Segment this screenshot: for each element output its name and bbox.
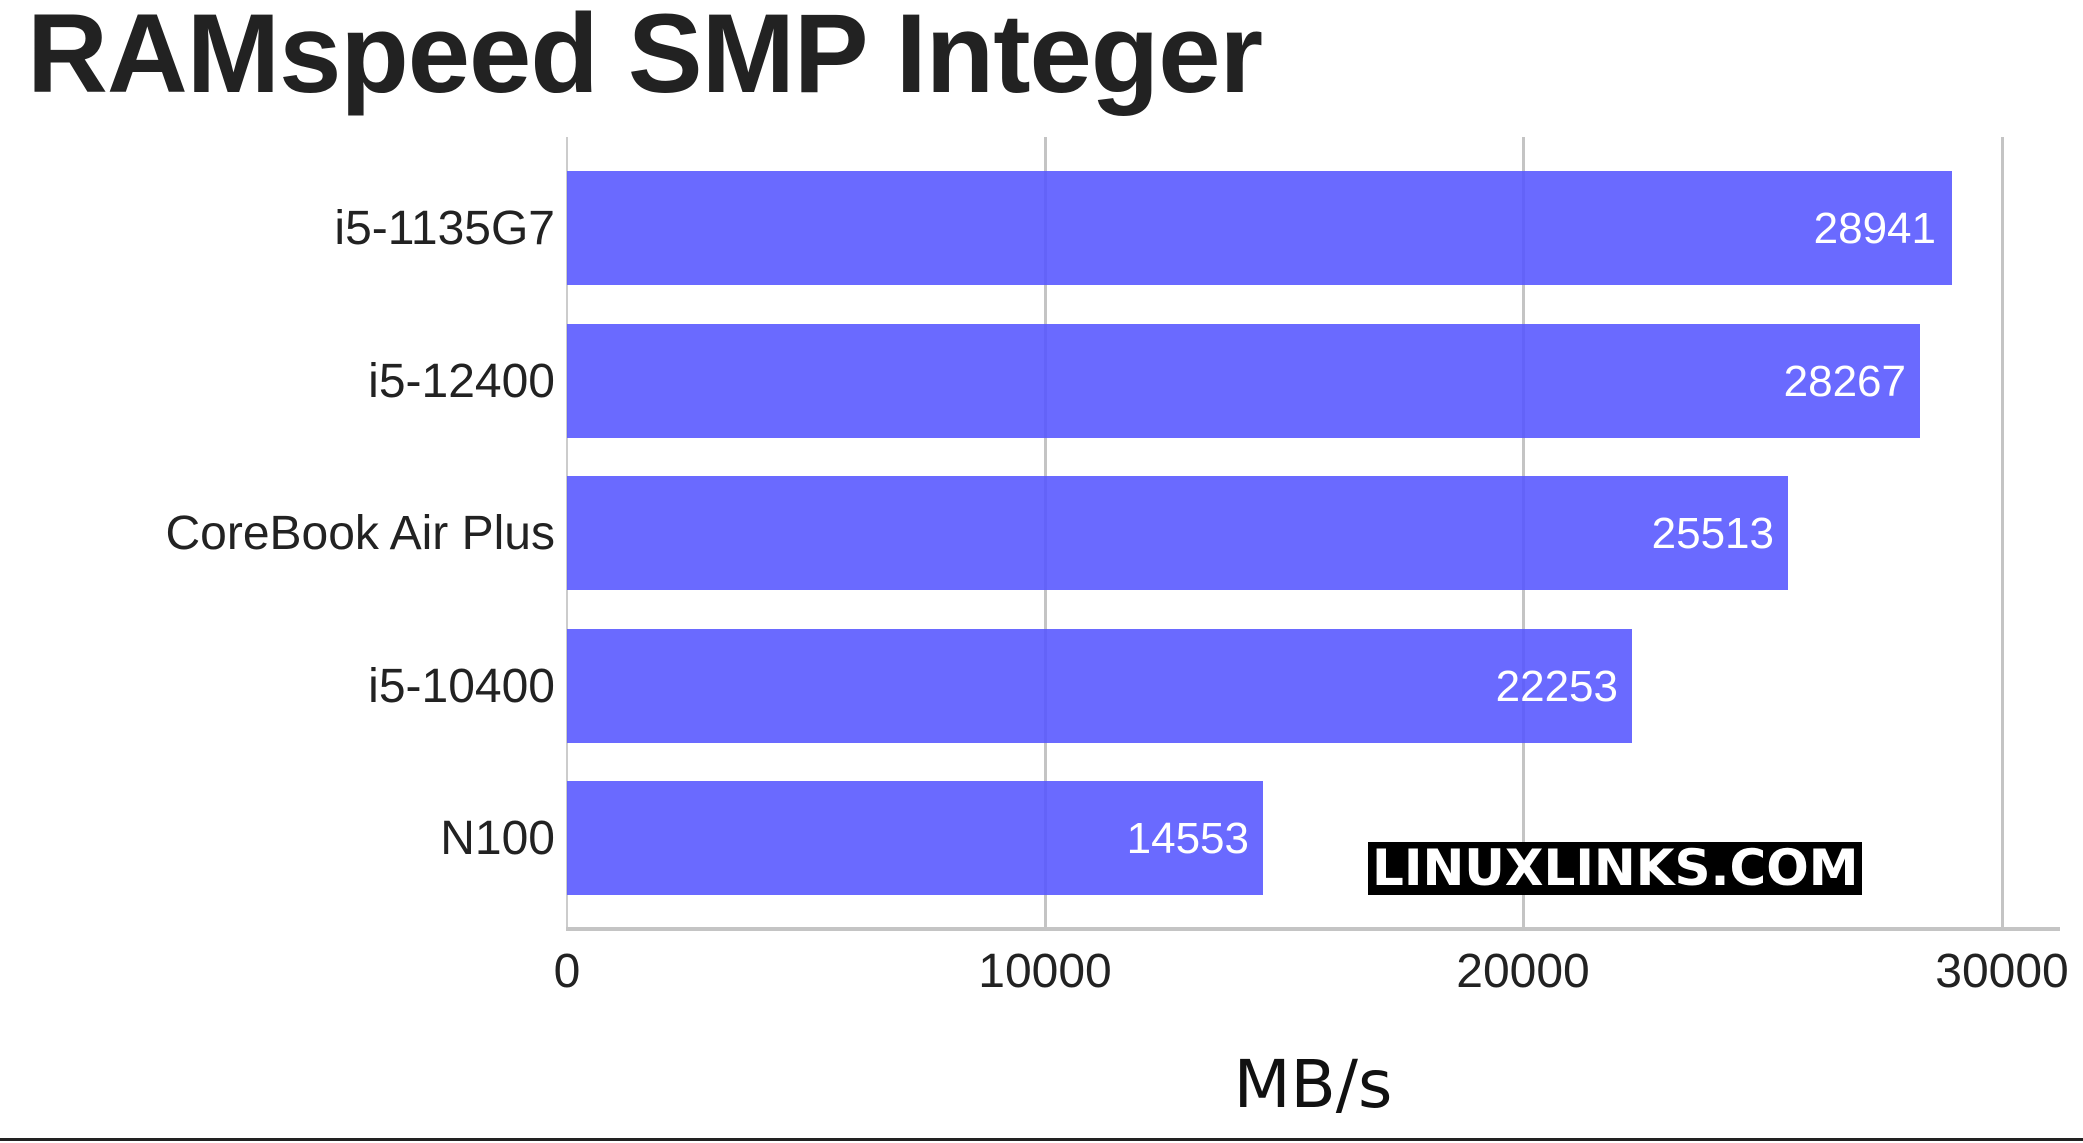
category-label: N100 xyxy=(440,812,555,865)
x-axis-line xyxy=(566,927,2060,931)
x-axis-label: MB/s xyxy=(1233,1046,1393,1123)
gridline-30000 xyxy=(2001,137,2004,931)
bottom-border xyxy=(0,1138,2083,1141)
x-tick-label: 0 xyxy=(553,945,581,998)
linuxlinks-watermark: LINUXLINKS.COM xyxy=(1368,842,1863,895)
bar-value: 28941 xyxy=(1813,204,1936,253)
category-label: CoreBook Air Plus xyxy=(165,507,555,560)
bar-i5-1135g7 xyxy=(567,171,1952,285)
category-label: i5-10400 xyxy=(368,660,555,713)
bar-value: 22253 xyxy=(1495,662,1618,711)
bar-value: 14553 xyxy=(1126,814,1249,863)
x-tick-label: 10000 xyxy=(978,945,1112,998)
bar-i5-12400 xyxy=(567,324,1920,438)
bar-i5-10400 xyxy=(567,629,1632,743)
x-tick-label: 20000 xyxy=(1456,945,1590,998)
bar-value: 28267 xyxy=(1783,357,1906,406)
bar-value: 25513 xyxy=(1651,509,1774,558)
chart-title: RAMspeed SMP Integer xyxy=(27,0,1263,116)
category-label: i5-1135G7 xyxy=(334,202,555,255)
x-tick-label: 30000 xyxy=(1935,945,2069,998)
category-label: i5-12400 xyxy=(368,355,555,408)
bar-n100 xyxy=(567,781,1263,895)
bar-corebook-air-plus xyxy=(567,476,1788,590)
